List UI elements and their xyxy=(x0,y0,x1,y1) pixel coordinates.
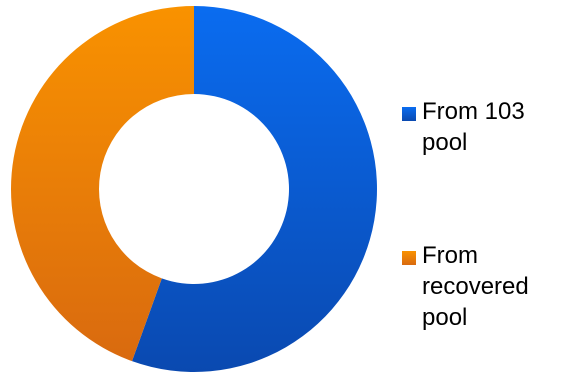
legend-label-from-recovered-pool: From recovered pool xyxy=(422,242,529,331)
legend-item-from-103-pool: From 103 pool xyxy=(402,96,552,158)
donut-slice-from-recovered-pool xyxy=(10,6,194,362)
legend-swatch-from-103-pool xyxy=(402,107,416,121)
legend-item-from-recovered-pool: From recovered pool xyxy=(402,240,552,333)
donut-slice-from-103-pool xyxy=(132,6,377,372)
donut-slices xyxy=(10,6,377,372)
legend-swatch-from-recovered-pool xyxy=(402,251,416,265)
legend-label-from-103-pool: From 103 pool xyxy=(422,98,525,156)
